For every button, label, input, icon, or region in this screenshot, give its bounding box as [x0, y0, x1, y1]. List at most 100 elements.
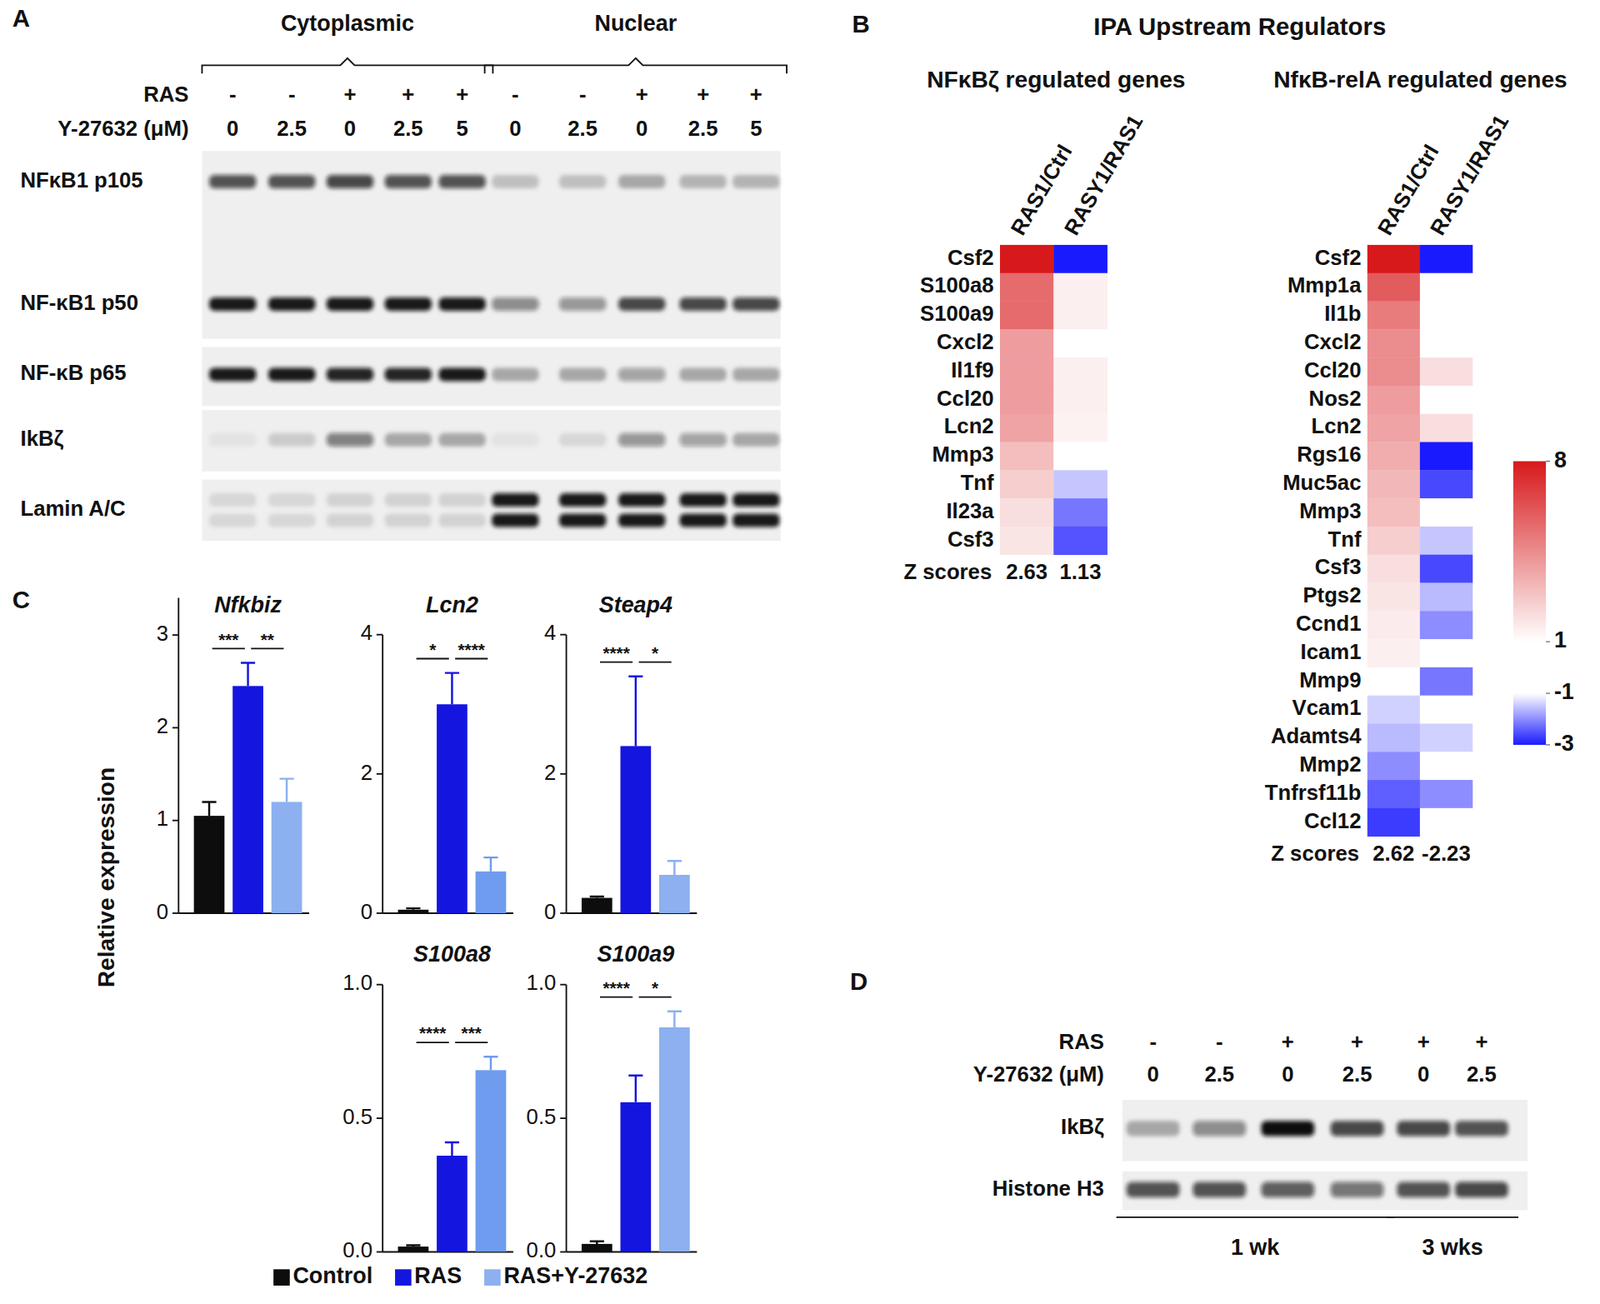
- band-label: NFκB1 p105: [20, 168, 143, 192]
- band: [559, 514, 606, 528]
- bar-chart: Lcn2024*****: [360, 592, 514, 924]
- row-label: Icam1: [1300, 640, 1362, 664]
- legend-label: Control: [292, 1263, 373, 1289]
- significance: *: [651, 978, 660, 998]
- heat-cell: [1420, 751, 1473, 780]
- error-bar: [590, 896, 605, 899]
- band: [491, 297, 539, 311]
- lane-value: -: [229, 83, 237, 107]
- row-label: Il1b: [1324, 301, 1361, 325]
- lane-value: 2.5: [567, 116, 598, 140]
- band-label: Lamin A/C: [20, 496, 125, 520]
- y-tick-label: 0.5: [526, 1105, 557, 1129]
- heat-cell: [1420, 385, 1473, 415]
- error-cap: [483, 1055, 498, 1058]
- error-bar: [483, 1056, 498, 1070]
- y-tick-label: 1: [156, 806, 169, 830]
- heat-cell: [1367, 414, 1420, 443]
- heat-cell: [1053, 245, 1108, 274]
- lane-value: +: [343, 83, 356, 107]
- row-label: Mmp3: [1299, 499, 1361, 523]
- band: [680, 493, 727, 507]
- row-label: Mmp9: [1299, 668, 1361, 692]
- bar: [398, 1246, 430, 1252]
- heat-cell: [1053, 414, 1108, 443]
- band: [559, 493, 606, 507]
- y-tick: [560, 1251, 566, 1254]
- row-label: Nos2: [1309, 386, 1362, 410]
- heat-cell: [1000, 385, 1055, 415]
- y-tick: [172, 726, 179, 729]
- row-label: Cxcl2: [936, 330, 995, 354]
- error-cap: [667, 1010, 682, 1013]
- column-label: RASY1/RAS1: [1425, 110, 1514, 240]
- bar: [436, 704, 468, 914]
- y-tick: [172, 634, 179, 636]
- y-tick: [560, 1117, 566, 1120]
- heat-cell: [1053, 273, 1108, 302]
- z-score: 2.62: [1372, 841, 1415, 865]
- bar-chart: Nfkbiz0123*****: [156, 592, 310, 924]
- y-tick: [172, 820, 179, 822]
- band: [491, 514, 539, 528]
- blot-strip: [201, 150, 780, 339]
- error-cap: [590, 895, 605, 898]
- row-label: Cxcl2: [1304, 330, 1362, 354]
- significance: ***: [461, 1023, 483, 1043]
- band: [268, 297, 315, 311]
- lane-value: 0: [1417, 1062, 1430, 1086]
- error-bar: [405, 908, 420, 910]
- heat-cell: [1367, 357, 1420, 386]
- blot-panel: RAS--++++Y-27632 (μM)02.502.502.51 wk3 w…: [973, 1030, 1528, 1260]
- band: [491, 433, 539, 447]
- heat-cell: [1420, 639, 1473, 668]
- lane-value: 2.5: [1466, 1062, 1497, 1086]
- y-tick-label: 0.0: [342, 1238, 373, 1262]
- heat-cell: [1420, 470, 1473, 499]
- marks: [581, 676, 690, 914]
- heat-cell: [1000, 526, 1055, 555]
- lane-group-label: Nuclear: [594, 10, 677, 36]
- band: [1192, 1182, 1246, 1198]
- group-bracket: [485, 58, 787, 74]
- panel-label: A: [12, 4, 30, 32]
- legend-label: RAS+Y-27632: [503, 1263, 648, 1289]
- bar-chart: S100a80.00.51.0*******: [342, 941, 514, 1263]
- heat-cell: [1420, 498, 1473, 527]
- band: [732, 175, 780, 189]
- error-bar: [240, 663, 255, 687]
- y-tick-label: 1.0: [526, 970, 557, 995]
- heatmap-title: NFκBζ regulated genes: [926, 66, 1185, 93]
- band: [385, 297, 432, 311]
- y-tick-label: 0.5: [342, 1105, 373, 1129]
- lane-value: +: [1281, 1030, 1295, 1054]
- heatmap: NfκB-relA regulated genesRAS1/CtrlRASY1/…: [1265, 66, 1568, 865]
- significance: *: [429, 640, 437, 660]
- y-tick-label: 4: [360, 620, 373, 645]
- error-bar: [405, 1245, 420, 1247]
- band: [268, 175, 315, 189]
- blot-strip: [201, 410, 780, 471]
- y-tick: [376, 1251, 383, 1254]
- error-cap: [628, 1075, 643, 1077]
- lane-value: -: [579, 83, 587, 107]
- error-bar: [628, 676, 643, 747]
- background: [0, 0, 1600, 1304]
- band: [439, 175, 486, 189]
- lane-value: +: [750, 83, 763, 107]
- error-bar: [280, 779, 295, 803]
- error-cap: [590, 1240, 605, 1242]
- lane-group-label: 3 wks: [1421, 1235, 1483, 1260]
- z-score: 1.13: [1059, 560, 1101, 584]
- heat-cell: [1420, 273, 1473, 302]
- panel-label: D: [850, 967, 868, 995]
- row-label: Mmp2: [1299, 752, 1361, 776]
- band-label: IkBζ: [20, 426, 64, 450]
- y-tick: [172, 912, 179, 915]
- error-stem: [635, 1075, 637, 1103]
- blot-strip: [1122, 1100, 1528, 1161]
- band: [326, 493, 374, 507]
- band: [618, 297, 665, 311]
- lane-value: 0: [509, 116, 521, 140]
- heat-cell: [1367, 526, 1420, 555]
